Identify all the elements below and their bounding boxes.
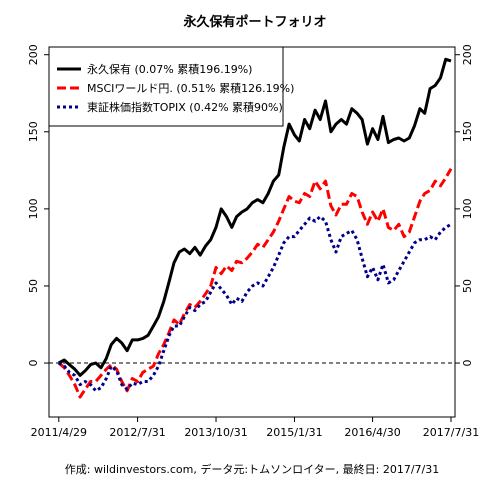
x-tick-label: 2012/7/31 (109, 426, 165, 439)
chart-caption: 作成: wildinvestors.com, データ元:トムソンロイター, 最終… (65, 462, 439, 476)
x-tick-label: 2011/4/29 (31, 426, 87, 439)
y-tick-label-left: 50 (27, 279, 40, 293)
legend: 永久保有 (0.07% 累積196.19%) MSCIワールド円. (0.51% … (48, 46, 294, 127)
legend-label-3: 東証株価指数TOPIX (0.42% 累積90%) (87, 100, 283, 114)
x-tick-label: 2017/7/31 (423, 426, 479, 439)
y-tick-label-right: 50 (461, 279, 474, 293)
y-tick-label-right: 150 (461, 121, 474, 142)
y-tick-label-right: 100 (461, 198, 474, 219)
legend-label-1: 永久保有 (0.07% 累積196.19%) (87, 62, 252, 76)
x-tick-label: 2013/10/31 (184, 426, 247, 439)
y-axis-left: 0 50 100 150 200 (27, 44, 49, 367)
x-axis: 2011/4/29 2012/7/31 2013/10/31 2015/1/31 201… (31, 417, 479, 439)
series-layer (57, 57, 453, 399)
series-line-1 (58, 57, 452, 377)
y-tick-label-left: 200 (27, 44, 40, 65)
y-tick-label-right: 200 (461, 44, 474, 65)
y-tick-label-left: 150 (27, 121, 40, 142)
x-tick-label: 2015/1/31 (266, 426, 322, 439)
y-tick-label-left: 100 (27, 198, 40, 219)
y-tick-label-left: 0 (27, 360, 40, 367)
y-axis-right: 0 50 100 150 200 (455, 44, 474, 367)
y-tick-label-right: 0 (461, 360, 474, 367)
legend-box (48, 46, 284, 127)
chart-title: 永久保有ポートフォリオ (182, 14, 326, 30)
x-tick-label: 2016/4/30 (344, 426, 400, 439)
series-line-2 (57, 168, 453, 399)
legend-label-2: MSCIワールド円. (0.51% 累積126.19%) (87, 81, 294, 95)
series-line-3 (58, 215, 452, 393)
